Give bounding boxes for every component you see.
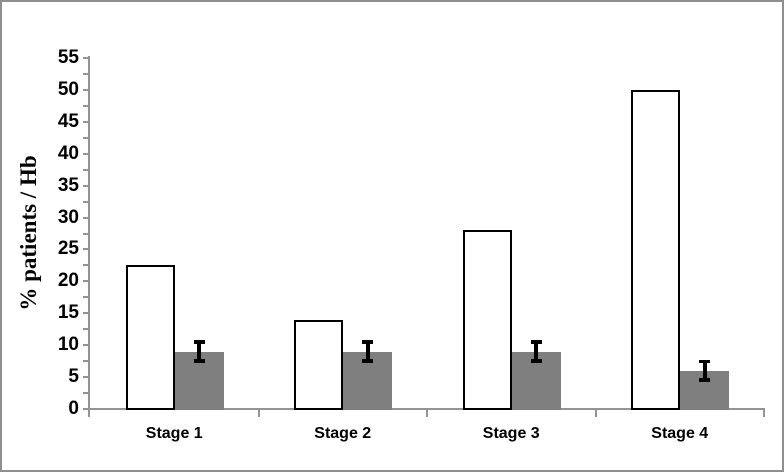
error-bar-cap-bottom — [699, 378, 710, 382]
x-axis-tick — [257, 409, 260, 417]
error-bar-stem — [197, 341, 201, 362]
x-category-label: Stage 2 — [314, 425, 372, 442]
y-tick-label: 0 — [68, 398, 79, 419]
error-bar-stem — [365, 341, 370, 362]
y-axis-tick — [83, 88, 88, 91]
y-tick-label: 20 — [57, 270, 79, 292]
bar-series1 — [631, 89, 680, 410]
error-bar-stem — [534, 341, 538, 362]
y-tick-label: 35 — [57, 174, 79, 196]
y-axis-tick — [83, 312, 88, 315]
x-axis-tick — [763, 409, 765, 417]
error-bar-cap-top — [530, 340, 542, 344]
y-tick-label: 55 — [57, 47, 79, 68]
y-axis-tick — [83, 72, 88, 75]
y-axis-line — [88, 56, 90, 417]
x-category-label: Stage 4 — [651, 425, 709, 442]
error-bar-cap-bottom — [193, 359, 205, 363]
y-axis-tick — [83, 328, 88, 331]
y-axis-tick — [83, 360, 88, 363]
error-bar-cap-top — [193, 340, 205, 344]
y-tick-label: 50 — [57, 78, 79, 100]
y-axis-tick — [83, 408, 88, 410]
x-axis-tick — [594, 409, 597, 417]
x-axis-tick — [426, 409, 428, 417]
y-axis-tick — [83, 296, 88, 299]
y-axis-tick — [83, 216, 88, 219]
bar-series1 — [125, 265, 175, 410]
error-bar-cap-bottom — [362, 359, 373, 363]
y-tick-label: 30 — [57, 206, 79, 228]
y-tick-label: 15 — [57, 302, 79, 324]
y-axis-tick — [83, 200, 88, 203]
y-tick-label: 40 — [57, 142, 79, 164]
y-axis-tick — [83, 120, 88, 123]
y-tick-label: 10 — [57, 334, 79, 356]
y-axis-tick — [83, 344, 88, 347]
y-axis-tick — [83, 152, 88, 155]
y-axis-tick — [83, 280, 88, 283]
bar-series1 — [294, 319, 343, 410]
y-axis-tick — [83, 168, 88, 171]
x-category-label: Stage 3 — [482, 425, 540, 442]
error-bar-stem — [702, 361, 707, 381]
y-axis-tick — [83, 392, 88, 395]
y-axis-tick — [83, 264, 88, 267]
y-axis-tick — [83, 104, 88, 107]
y-tick-label: 25 — [57, 238, 79, 260]
error-bar-cap-top — [362, 340, 373, 344]
error-bar-cap-bottom — [530, 359, 542, 363]
y-axis-tick — [83, 248, 88, 251]
y-axis-tick — [83, 57, 88, 59]
y-axis-tick — [83, 136, 88, 139]
y-tick-label: 45 — [57, 110, 79, 132]
y-tick-label: 5 — [68, 366, 79, 388]
bar-series1 — [462, 230, 512, 410]
y-axis-tick — [83, 232, 88, 235]
x-category-label: Stage 1 — [145, 425, 203, 442]
y-axis-tick — [83, 376, 88, 379]
error-bar-cap-top — [699, 359, 710, 364]
y-axis-tick — [83, 184, 88, 187]
